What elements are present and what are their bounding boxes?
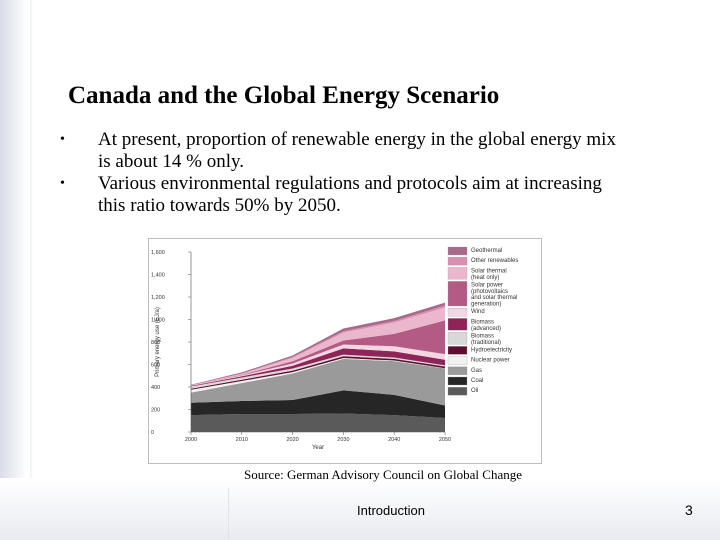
area-series-1 bbox=[191, 390, 445, 418]
y-tick-label: 800 bbox=[151, 340, 160, 346]
bullet-icon: • bbox=[60, 132, 65, 147]
x-tick-label: 2050 bbox=[439, 437, 451, 443]
legend-swatch bbox=[447, 376, 468, 386]
bullet-text: Various environmental regulations and pr… bbox=[98, 173, 602, 216]
legend-swatch bbox=[447, 346, 468, 355]
area-series-0 bbox=[191, 413, 445, 432]
legend-entry: Hydroelectricity bbox=[471, 347, 512, 353]
left-edge-decoration bbox=[0, 0, 26, 540]
legend-swatch bbox=[447, 267, 468, 280]
area-series-2 bbox=[191, 358, 445, 406]
legend-swatch bbox=[447, 318, 468, 331]
y-tick-label: 400 bbox=[151, 385, 160, 391]
slide-title: Canada and the Global Energy Scenario bbox=[68, 82, 500, 109]
legend-entry: Solar thermal (heat only) bbox=[471, 268, 507, 280]
legend-entry: Solar power (photovoltaics and solar therm… bbox=[471, 282, 517, 307]
left-edge-line bbox=[30, 0, 33, 540]
y-tick-label: 1,400 bbox=[151, 273, 165, 279]
legend-swatch bbox=[447, 246, 468, 256]
x-axis-label: Year bbox=[312, 445, 324, 451]
legend-swatch bbox=[447, 308, 468, 317]
area-series-8 bbox=[191, 320, 445, 386]
legend-swatch bbox=[447, 356, 468, 365]
chart-frame: 0 200 400 600 800 1,000 1,200 1,400 1,600 2000 201… bbox=[148, 238, 542, 464]
y-tick-label: 1,200 bbox=[151, 295, 165, 301]
x-tick-label: 2010 bbox=[236, 437, 248, 443]
bullet-item: • Various environmental regulations and p… bbox=[58, 173, 618, 217]
legend-entry: Gas bbox=[471, 368, 482, 374]
legend-entry: Biomass (traditional) bbox=[471, 333, 501, 345]
legend-entry: Nuclear power bbox=[471, 358, 510, 364]
bottom-band-decoration bbox=[0, 478, 720, 540]
footer-section-label: Introduction bbox=[357, 503, 425, 518]
y-tick-label: 0 bbox=[151, 430, 154, 436]
legend-entry: Coal bbox=[471, 378, 483, 384]
bullet-icon: • bbox=[60, 176, 65, 191]
area-series-11 bbox=[191, 302, 445, 386]
page-number: 3 bbox=[685, 502, 693, 518]
bullet-text: At present, proportion of renewable ener… bbox=[98, 129, 616, 172]
x-tick-label: 2040 bbox=[388, 437, 400, 443]
footer-divider bbox=[228, 488, 229, 540]
legend-swatch bbox=[447, 366, 468, 375]
legend-swatch bbox=[447, 257, 468, 266]
area-series-10 bbox=[191, 305, 445, 386]
legend-entry: Wind bbox=[471, 309, 485, 315]
y-tick-label: 1,600 bbox=[151, 250, 165, 256]
bullet-item: • At present, proportion of renewable ene… bbox=[58, 129, 618, 173]
legend-entry: Geothermal bbox=[471, 248, 502, 254]
energy-mix-chart: 0 200 400 600 800 1,000 1,200 1,400 1,600 2000 201… bbox=[151, 246, 518, 451]
legend-entry: Other renewables bbox=[471, 258, 518, 264]
y-tick-label: 600 bbox=[151, 363, 160, 369]
legend-entry: Biomass (advanced) bbox=[471, 319, 501, 331]
legend-swatch bbox=[447, 332, 468, 345]
x-tick-label: 2020 bbox=[286, 437, 298, 443]
legend-entry: Oil bbox=[471, 388, 478, 394]
y-tick-label: 1,000 bbox=[151, 318, 165, 324]
area-series-9 bbox=[191, 307, 445, 386]
source-caption: Source: German Advisory Council on Globa… bbox=[244, 467, 523, 482]
y-tick-label: 200 bbox=[151, 408, 160, 414]
legend-swatch bbox=[447, 281, 468, 307]
y-axis-label: Primary energy use (EJ/a) bbox=[155, 307, 161, 377]
legend-swatch bbox=[447, 387, 468, 396]
x-tick-label: 2000 bbox=[185, 437, 197, 443]
bullet-list: • At present, proportion of renewable ene… bbox=[58, 129, 618, 217]
x-tick-label: 2030 bbox=[337, 437, 349, 443]
